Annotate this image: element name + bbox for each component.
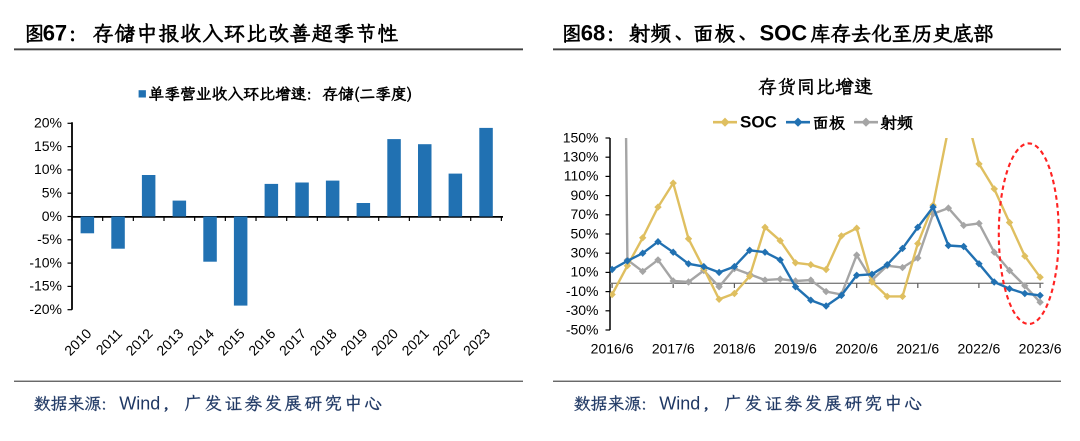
svg-text:67: 67 <box>43 21 67 46</box>
svg-text:-5%: -5% <box>37 231 62 247</box>
svg-text:150%: 150% <box>563 129 599 145</box>
svg-text:-15%: -15% <box>29 278 62 294</box>
svg-text:Wind: Wind <box>119 394 160 414</box>
svg-text:15%: 15% <box>34 138 62 154</box>
svg-text:2016/6: 2016/6 <box>591 341 634 357</box>
svg-text:-20%: -20% <box>29 301 62 317</box>
svg-text:30%: 30% <box>570 245 598 261</box>
svg-text:110%: 110% <box>564 168 599 184</box>
svg-text:2017/6: 2017/6 <box>652 341 695 357</box>
svg-text:5%: 5% <box>42 185 62 201</box>
svg-text:70%: 70% <box>570 206 598 222</box>
svg-text:SOC: SOC <box>760 21 808 46</box>
svg-text:-30%: -30% <box>566 302 599 318</box>
svg-text:2018/6: 2018/6 <box>713 341 756 357</box>
svg-text:-50%: -50% <box>566 321 599 337</box>
svg-text:-10%: -10% <box>566 283 599 299</box>
svg-text:Wind: Wind <box>659 394 700 414</box>
svg-text:10%: 10% <box>570 264 598 280</box>
svg-text:2021/6: 2021/6 <box>896 341 939 357</box>
svg-text:0%: 0% <box>42 208 62 224</box>
svg-text:SOC: SOC <box>740 113 777 132</box>
svg-text:2020/6: 2020/6 <box>835 341 878 357</box>
svg-text:90%: 90% <box>570 187 598 203</box>
svg-text:2023/6: 2023/6 <box>1019 341 1062 357</box>
svg-text:2022/6: 2022/6 <box>958 341 1001 357</box>
svg-text:10%: 10% <box>34 161 62 177</box>
svg-text:20%: 20% <box>34 115 62 131</box>
svg-text:50%: 50% <box>570 225 598 241</box>
svg-text:2019/6: 2019/6 <box>774 341 817 357</box>
svg-text:-10%: -10% <box>29 254 62 270</box>
svg-text:68: 68 <box>581 21 605 46</box>
svg-text:130%: 130% <box>563 149 599 165</box>
